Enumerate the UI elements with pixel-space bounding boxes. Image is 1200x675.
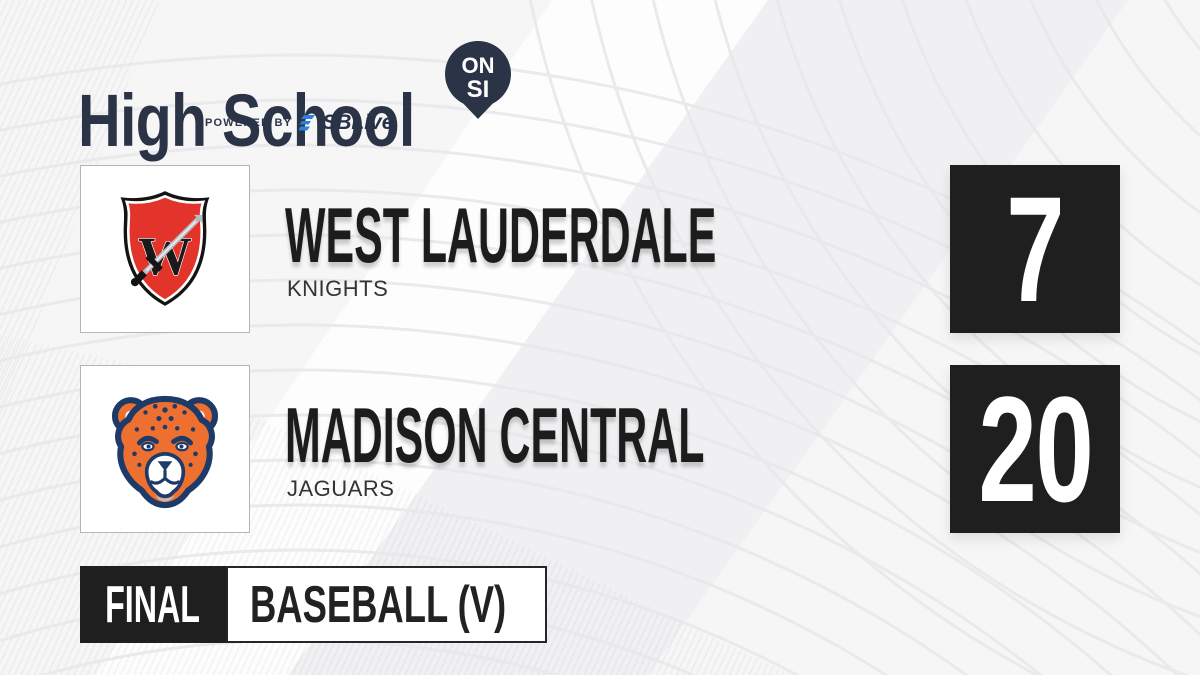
team-name-west-lauderdale: WEST LAUDERDALE (285, 191, 717, 279)
sblive-bolt-icon (299, 114, 316, 130)
score-box-west-lauderdale: 7 (950, 165, 1120, 333)
sport-label: BASEBALL (V) (250, 575, 507, 634)
team-row-away: W WEST LAUDERDALE KNIGHTS 7 (0, 165, 1200, 333)
west-lauderdale-shield-logo: W (120, 191, 210, 306)
powered-by-label: POWERED BY (205, 116, 293, 129)
team-logo-box-madison-central (80, 365, 250, 533)
sport-badge: BASEBALL (V) (226, 566, 547, 643)
pin-line-si: SI (467, 76, 490, 103)
score-value-madison-central: 20 (977, 365, 1093, 533)
sblive-wordmark: SBLive (322, 111, 394, 134)
on-si-pin-icon: ON SI (445, 41, 511, 119)
team-mascot-knights: KNIGHTS (287, 276, 389, 301)
brand-title: High School (78, 78, 415, 162)
team-logo-box-west-lauderdale: W (80, 165, 250, 333)
game-status-label: FINAL (105, 575, 201, 634)
game-status-badge: FINAL (80, 566, 226, 643)
score-value-west-lauderdale: 7 (1006, 165, 1064, 333)
madison-central-jaguar-logo (111, 395, 219, 509)
team-row-home: MADISON CENTRAL JAGUARS 20 (0, 365, 1200, 533)
team-mascot-jaguars: JAGUARS (287, 476, 395, 501)
team-name-madison-central: MADISON CENTRAL (285, 391, 705, 479)
pin-line-on: ON (462, 53, 495, 78)
score-box-madison-central: 20 (950, 365, 1120, 533)
svg-text:W: W (138, 226, 192, 286)
powered-by-row: POWERED BY SBLive (205, 112, 393, 133)
